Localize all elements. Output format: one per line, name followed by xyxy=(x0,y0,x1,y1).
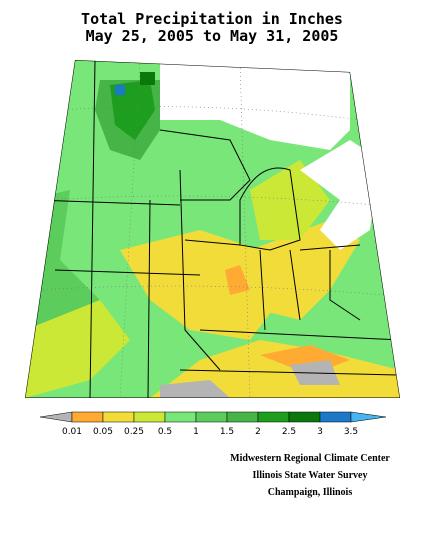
legend-label: 1 xyxy=(193,427,199,437)
legend-label: 2.5 xyxy=(282,427,296,437)
legend-label: 1.5 xyxy=(220,427,234,437)
legend-swatch xyxy=(288,411,321,423)
credit-line: Midwestern Regional Climate Center xyxy=(230,453,390,464)
map xyxy=(25,60,400,398)
legend-swatch xyxy=(71,411,104,423)
legend-label: 2 xyxy=(255,427,261,437)
legend-label: 0.01 xyxy=(62,427,82,437)
credit-line: Champaign, Illinois xyxy=(268,487,353,498)
title-line: May 25, 2005 to May 31, 2005 xyxy=(86,27,339,45)
legend-arrow xyxy=(350,411,387,423)
legend-label: 0.05 xyxy=(93,427,113,437)
legend-swatch xyxy=(102,411,135,423)
legend-swatch xyxy=(164,411,197,423)
legend-label: 0.5 xyxy=(158,427,172,437)
legend-label: 3.5 xyxy=(344,427,358,437)
legend-swatch xyxy=(257,411,290,423)
legend-arrow xyxy=(39,411,73,423)
legend-swatch xyxy=(226,411,259,423)
legend: 0.01 0.05 0.25 0.5 1 1.5 2 2.5 3 3.5 xyxy=(39,411,387,437)
legend-swatch xyxy=(319,411,352,423)
legend-label: 0.25 xyxy=(124,427,144,437)
title-line: Total Precipitation in Inches xyxy=(81,10,343,28)
legend-swatch xyxy=(195,411,228,423)
credit-line: Illinois State Water Survey xyxy=(253,470,368,481)
legend-swatch xyxy=(133,411,166,423)
legend-label: 3 xyxy=(317,427,323,437)
